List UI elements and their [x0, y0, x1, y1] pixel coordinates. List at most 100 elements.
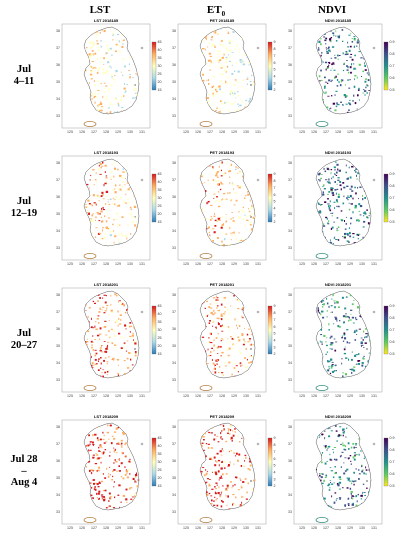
y-tick-label: 37 [288, 310, 292, 314]
raster-cell [100, 494, 104, 496]
raster-cell [369, 61, 371, 64]
raster-cell [108, 330, 110, 332]
raster-cell [135, 474, 138, 477]
raster-cell [245, 49, 247, 52]
raster-cell [88, 449, 89, 452]
ulleung-island [372, 442, 376, 446]
raster-cell [134, 354, 137, 357]
y-tick-label: 33 [56, 246, 60, 250]
raster-cell [90, 107, 93, 110]
raster-cell [229, 90, 233, 93]
raster-cell [372, 427, 373, 429]
raster-cell [208, 485, 211, 487]
raster-cell [237, 292, 240, 294]
raster-cell [115, 195, 118, 199]
raster-cell [235, 62, 237, 64]
raster-cell [236, 45, 238, 48]
raster-cell [223, 238, 226, 241]
raster-cell [104, 301, 107, 304]
raster-cell [213, 215, 216, 217]
raster-cell [226, 162, 227, 165]
raster-cell [201, 445, 203, 447]
raster-cell [223, 297, 226, 299]
raster-cell [221, 102, 224, 105]
raster-cell [342, 52, 344, 55]
raster-cell [364, 69, 367, 71]
raster-cell [357, 39, 359, 41]
raster-cell [105, 176, 108, 179]
x-tick-label: 130 [359, 130, 365, 134]
row-label-line: – [21, 465, 27, 477]
raster-cell [336, 217, 339, 219]
raster-cell [215, 93, 218, 95]
raster-cell [324, 109, 327, 112]
raster-cell [111, 54, 113, 56]
raster-cell [320, 204, 322, 206]
raster-cell [252, 83, 254, 85]
raster-cell [334, 349, 337, 352]
raster-cell [361, 464, 363, 466]
raster-cell [201, 165, 204, 168]
raster-cell [251, 355, 254, 358]
raster-cell [135, 170, 137, 172]
raster-cell [333, 482, 335, 484]
raster-cell [85, 225, 88, 227]
raster-cell [220, 339, 222, 342]
raster-cell [205, 443, 208, 445]
raster-cell [104, 91, 107, 93]
raster-cell [218, 87, 220, 89]
raster-cell [206, 295, 209, 298]
colorbar-tick-label: 20 [158, 344, 162, 348]
raster-cell [120, 424, 122, 426]
raster-cell [326, 351, 328, 353]
raster-cell [85, 358, 88, 361]
raster-cell [225, 56, 228, 59]
raster-cell [204, 368, 206, 370]
raster-cell [85, 486, 87, 488]
raster-cell [225, 102, 227, 105]
raster-cell [97, 492, 100, 495]
raster-cell [337, 196, 340, 198]
raster-cell [205, 472, 208, 475]
raster-cell [331, 191, 334, 195]
raster-cell [255, 448, 256, 449]
raster-cell [99, 497, 100, 499]
raster-cell [359, 205, 363, 208]
raster-cell [113, 481, 115, 483]
raster-cell [101, 447, 103, 449]
raster-cell [220, 436, 222, 438]
raster-cell [367, 74, 370, 76]
raster-cell [243, 197, 246, 199]
raster-cell [227, 429, 229, 432]
x-tick-label: 130 [127, 130, 133, 134]
raster-cell [84, 509, 86, 510]
raster-cell [250, 296, 252, 299]
raster-cell [115, 427, 118, 430]
raster-cell [96, 194, 99, 197]
colorbar-tick-label: 6 [274, 325, 276, 329]
raster-cell [372, 447, 374, 448]
raster-cell [85, 445, 88, 447]
y-tick-label: 36 [56, 327, 60, 331]
map-panel-lst: LST 2018209 125 126 127 128 129 130 131 38 37 36 35… [56, 414, 174, 536]
y-tick-label: 35 [56, 476, 60, 480]
raster-cell [361, 364, 364, 367]
raster-cell [351, 245, 354, 246]
raster-cell [326, 50, 329, 52]
colorbar-tick-label: 3 [274, 213, 276, 217]
raster-cell [124, 373, 127, 375]
raster-cell [249, 221, 252, 224]
x-tick-label: 126 [195, 394, 201, 398]
raster-cell [94, 67, 97, 69]
raster-cell [233, 188, 235, 190]
raster-cell [348, 166, 350, 169]
raster-cell [355, 444, 357, 446]
raster-cell [92, 67, 94, 69]
raster-cell [237, 167, 239, 169]
raster-cell [112, 357, 115, 360]
raster-cell [119, 113, 121, 114]
raster-cell [320, 334, 323, 336]
raster-cell [362, 226, 365, 228]
raster-cell [209, 355, 212, 357]
raster-cell [342, 434, 344, 437]
